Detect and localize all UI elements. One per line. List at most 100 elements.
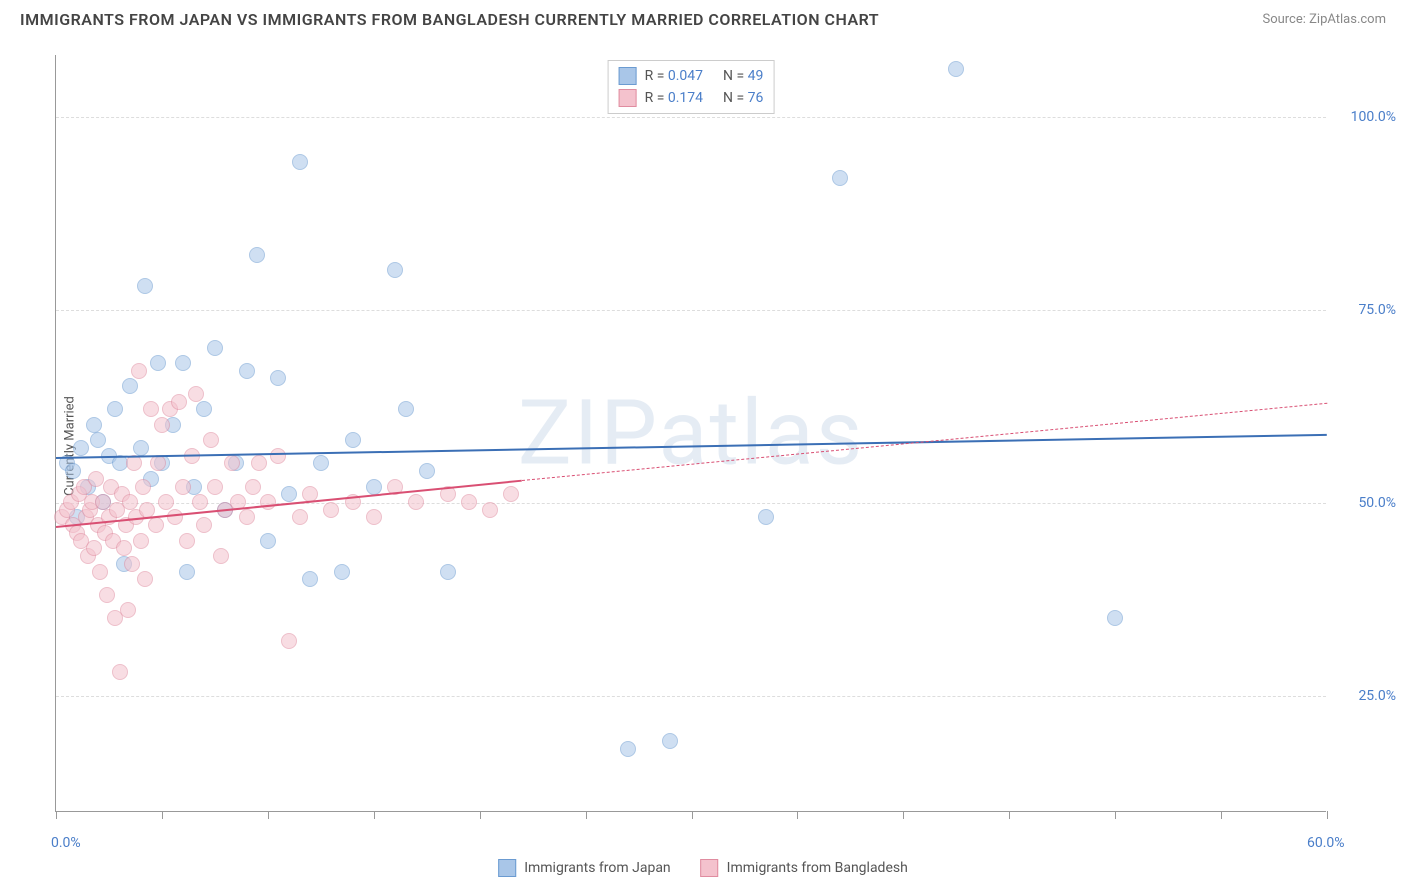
data-point <box>461 494 477 510</box>
y-tick-label: 25.0% <box>1336 688 1396 704</box>
legend-n: N = 49 <box>723 68 763 84</box>
data-point <box>239 363 255 379</box>
gridline <box>56 503 1326 504</box>
legend-r: R = 0.047 <box>645 68 703 84</box>
legend-row: R = 0.047 N = 49 <box>619 65 764 87</box>
data-point <box>482 502 498 518</box>
data-point <box>179 564 195 580</box>
data-point <box>86 540 102 556</box>
data-point <box>207 479 223 495</box>
data-point <box>192 494 208 510</box>
data-point <box>270 448 286 464</box>
data-point <box>137 278 153 294</box>
data-point <box>196 401 212 417</box>
data-point <box>213 548 229 564</box>
data-point <box>122 378 138 394</box>
data-point <box>345 432 361 448</box>
data-point <box>107 401 123 417</box>
data-point <box>73 440 89 456</box>
data-point <box>260 494 276 510</box>
data-point <box>620 741 636 757</box>
data-point <box>239 509 255 525</box>
x-tick <box>268 811 269 819</box>
data-point <box>758 509 774 525</box>
source-label: Source: ZipAtlas.com <box>1262 12 1386 27</box>
data-point <box>95 494 111 510</box>
data-point <box>366 479 382 495</box>
data-point <box>188 386 204 402</box>
x-tick <box>480 811 481 819</box>
x-tick <box>56 811 57 819</box>
data-point <box>131 363 147 379</box>
trend-line <box>522 403 1327 481</box>
legend-item: Immigrants from Bangladesh <box>701 859 908 877</box>
data-point <box>281 486 297 502</box>
y-tick-label: 75.0% <box>1336 302 1396 318</box>
legend-swatch <box>619 67 637 85</box>
chart-plot-area: ZIPatlas 25.0%50.0%75.0%100.0%0.0%60.0%R… <box>55 55 1326 812</box>
x-tick <box>586 811 587 819</box>
data-point <box>948 61 964 77</box>
data-point <box>148 517 164 533</box>
data-point <box>154 417 170 433</box>
gridline <box>56 696 1326 697</box>
data-point <box>133 440 149 456</box>
data-point <box>126 455 142 471</box>
data-point <box>292 154 308 170</box>
data-point <box>503 486 519 502</box>
legend-item: Immigrants from Japan <box>498 859 670 877</box>
x-tick <box>1221 811 1222 819</box>
data-point <box>133 533 149 549</box>
data-point <box>92 564 108 580</box>
legend-r: R = 0.174 <box>645 90 703 106</box>
watermark-text: ZIPatlas <box>518 381 864 486</box>
legend-swatch <box>619 89 637 107</box>
data-point <box>207 340 223 356</box>
data-point <box>137 571 153 587</box>
chart-title: IMMIGRANTS FROM JAPAN VS IMMIGRANTS FROM… <box>20 10 879 29</box>
data-point <box>65 463 81 479</box>
data-point <box>124 556 140 572</box>
data-point <box>150 355 166 371</box>
data-point <box>86 417 102 433</box>
data-point <box>1107 610 1123 626</box>
x-tick <box>374 811 375 819</box>
data-point <box>249 247 265 263</box>
data-point <box>832 170 848 186</box>
data-point <box>116 540 132 556</box>
data-point <box>292 509 308 525</box>
data-point <box>90 432 106 448</box>
trend-line <box>56 433 1327 458</box>
data-point <box>302 571 318 587</box>
data-point <box>175 355 191 371</box>
data-point <box>175 479 191 495</box>
data-point <box>251 455 267 471</box>
data-point <box>158 494 174 510</box>
x-tick <box>797 811 798 819</box>
legend-n: N = 76 <box>723 90 763 106</box>
data-point <box>150 455 166 471</box>
data-point <box>323 502 339 518</box>
data-point <box>167 509 183 525</box>
data-point <box>224 455 240 471</box>
data-point <box>366 509 382 525</box>
x-tick <box>903 811 904 819</box>
data-point <box>281 633 297 649</box>
data-point <box>408 494 424 510</box>
data-point <box>419 463 435 479</box>
x-tick <box>692 811 693 819</box>
data-point <box>112 664 128 680</box>
data-point <box>334 564 350 580</box>
data-point <box>270 370 286 386</box>
data-point <box>99 587 115 603</box>
x-tick <box>162 811 163 819</box>
data-point <box>260 533 276 549</box>
gridline <box>56 310 1326 311</box>
x-tick <box>1009 811 1010 819</box>
data-point <box>398 401 414 417</box>
data-point <box>440 564 456 580</box>
data-point <box>203 432 219 448</box>
data-point <box>179 533 195 549</box>
x-tick <box>1115 811 1116 819</box>
legend-swatch <box>701 859 719 877</box>
